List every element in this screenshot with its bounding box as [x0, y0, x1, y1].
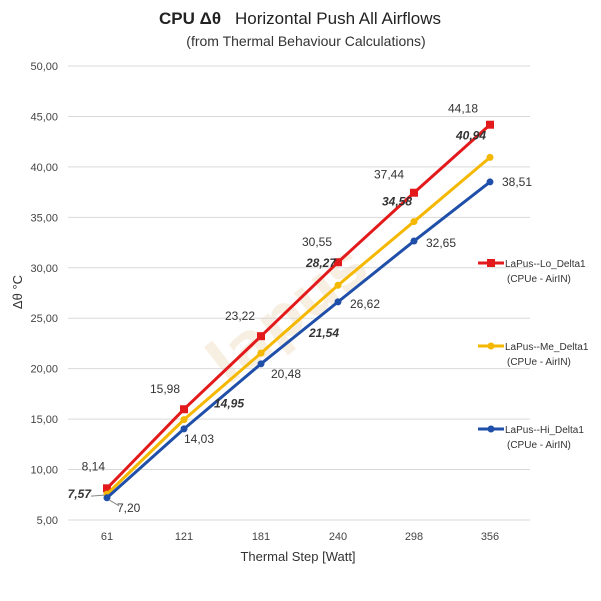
data-label: 32,65 — [426, 236, 456, 250]
y-tick-label: 5,00 — [37, 515, 58, 527]
x-tick-label: 240 — [329, 531, 347, 543]
label-leader-line — [90, 494, 105, 497]
data-point — [103, 484, 111, 493]
label-leader-line — [108, 499, 120, 507]
data-point — [334, 258, 342, 267]
legend-entry-name: LaPus--Lo_Delta1 — [505, 259, 586, 270]
grid-lines — [68, 65, 530, 521]
data-label: 15,98 — [150, 382, 180, 396]
y-tick-label: 20,00 — [30, 364, 58, 376]
y-tick-label: 15,00 — [30, 414, 58, 426]
data-label: 26,62 — [350, 297, 380, 311]
y-axis-title: Δθ °C — [10, 275, 25, 309]
legend-marker — [487, 425, 495, 433]
data-point — [180, 405, 188, 414]
data-label: 21,54 — [308, 326, 339, 340]
data-label: 14,03 — [184, 432, 214, 446]
y-tick-label: 50,00 — [30, 61, 58, 73]
y-tick-label: 35,00 — [30, 212, 58, 224]
y-tick-label: 10,00 — [30, 465, 58, 477]
legend-marker — [487, 342, 495, 350]
data-label: 28,27 — [305, 256, 337, 270]
legend-entry-name: LaPus--Me_Delta1 — [505, 342, 589, 353]
data-point — [257, 349, 265, 357]
series-line — [105, 156, 491, 496]
series-line — [105, 123, 492, 490]
x-tick-label: 298 — [405, 531, 423, 543]
series-line — [105, 180, 491, 499]
data-label: 20,48 — [271, 367, 301, 381]
data-point — [180, 416, 188, 424]
data-label: 8,14 — [82, 459, 106, 473]
data-labels-layer: 8,14 15,98 23,22 30,55 37,44 44,18 7,57 14,95 21… — [68, 102, 533, 515]
data-label: 44,18 — [448, 102, 478, 116]
data-label: 23,22 — [225, 309, 255, 323]
data-label: 37,44 — [374, 168, 404, 182]
data-point — [410, 237, 418, 245]
legend-entry-name: LaPus--Hi_Delta1 — [505, 425, 584, 436]
y-tick-label: 45,00 — [30, 111, 58, 123]
data-label: 7,20 — [117, 501, 141, 515]
data-label: 34,58 — [382, 195, 412, 209]
data-point — [486, 153, 494, 161]
data-label: 30,55 — [302, 235, 332, 249]
y-tick-label: 25,00 — [30, 313, 58, 325]
legend-entry-subtitle: (CPUe - AirIN) — [507, 274, 571, 285]
legend: LaPus--Lo_Delta1 (CPUe - AirIN) LaPus--Me_… — [478, 259, 589, 451]
chart-subtitle: (from Thermal Behaviour Calculations) — [186, 33, 425, 49]
data-label: 7,57 — [68, 487, 93, 501]
y-tick-label: 30,00 — [30, 263, 58, 275]
chart-title-bold: CPU Δθ — [159, 9, 221, 28]
data-point — [257, 332, 265, 341]
x-axis-title: Thermal Step [Watt] — [240, 549, 355, 564]
x-tick-labels: 61 121 181 240 298 356 — [101, 531, 499, 543]
y-tick-label: 40,00 — [30, 162, 58, 174]
chart-title-rest: Horizontal Push All Airflows — [235, 9, 441, 28]
chart-title: CPU Δθ Horizontal Push All Airflows — [159, 9, 441, 28]
x-tick-label: 356 — [481, 531, 499, 543]
data-point — [257, 360, 265, 368]
y-tick-labels: 5,00 10,00 15,00 20,00 25,00 30,00 35,00 40,00 4… — [30, 61, 58, 527]
x-tick-label: 61 — [101, 531, 113, 543]
data-label: 40,94 — [455, 128, 486, 142]
data-point — [334, 298, 342, 306]
legend-entry-subtitle: (CPUe - AirIN) — [507, 357, 571, 368]
x-tick-label: 121 — [175, 531, 193, 543]
data-label: 14,95 — [214, 397, 244, 411]
series-layer — [103, 120, 494, 502]
x-tick-label: 181 — [252, 531, 270, 543]
data-point — [334, 281, 342, 289]
data-point — [486, 120, 494, 129]
legend-entry-subtitle: (CPUe - AirIN) — [507, 440, 571, 451]
data-point — [103, 494, 111, 502]
legend-marker — [487, 259, 495, 267]
data-point — [410, 218, 418, 226]
data-point — [410, 188, 418, 197]
data-point — [180, 425, 188, 433]
data-point — [486, 178, 494, 186]
data-label: 38,51 — [502, 175, 532, 189]
